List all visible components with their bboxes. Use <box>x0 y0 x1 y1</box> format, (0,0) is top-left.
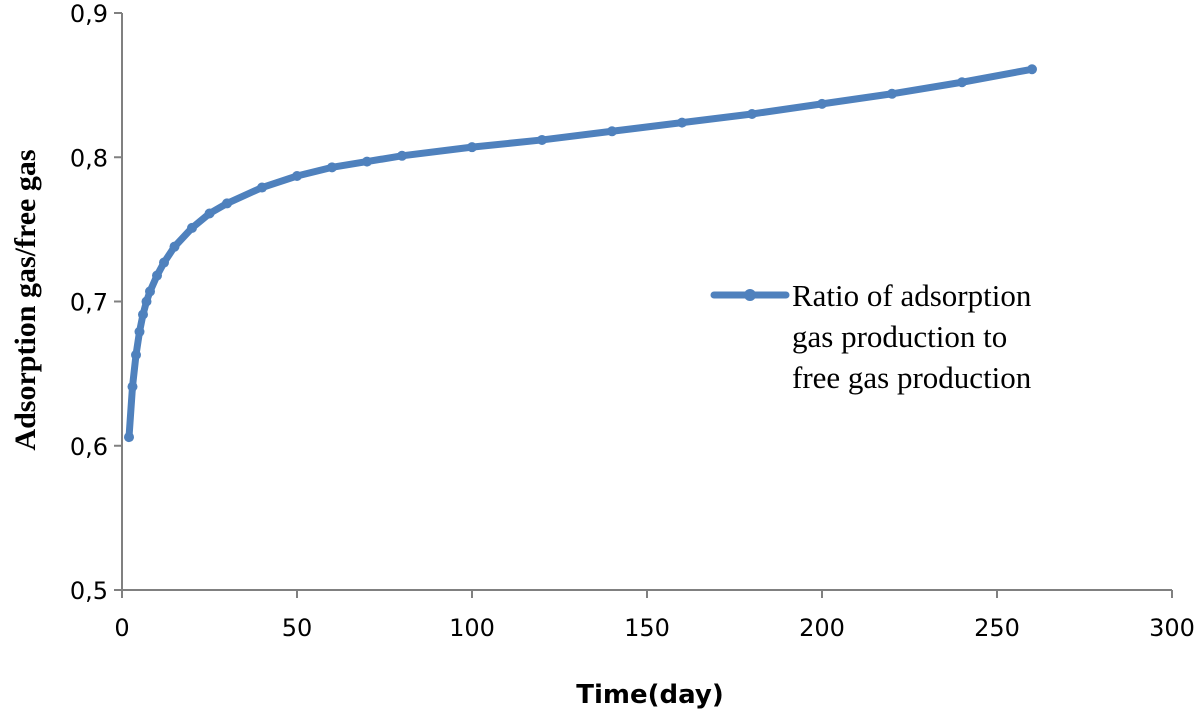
y-tick-label: 0,5 <box>70 577 108 605</box>
x-tick-label: 100 <box>449 614 495 642</box>
data-point <box>397 150 407 161</box>
data-point <box>362 156 372 167</box>
x-tick-label: 300 <box>1149 614 1195 642</box>
data-point <box>127 381 138 392</box>
y-tick-label: 0,6 <box>70 433 108 461</box>
y-tick-label: 0,8 <box>70 144 108 172</box>
data-point <box>817 98 827 109</box>
series-ratio <box>124 64 1037 443</box>
data-point <box>152 270 162 281</box>
legend-label-line-1: Ratio of adsorption <box>792 278 1032 313</box>
data-point <box>747 108 757 119</box>
x-axis-title: Time(day) <box>576 680 723 710</box>
x-axis-ticks: 0 50 100 150 200 250 300 <box>114 590 1195 642</box>
legend-label-line-3: free gas production <box>792 360 1032 395</box>
data-point <box>607 126 617 137</box>
data-point <box>141 296 152 307</box>
data-point <box>1027 64 1037 75</box>
data-point <box>257 182 267 193</box>
data-point <box>169 241 180 252</box>
data-point <box>204 208 215 219</box>
data-point <box>677 117 687 128</box>
legend: Ratio of adsorption gas production to fr… <box>710 278 1032 395</box>
x-tick-label: 200 <box>799 614 845 642</box>
data-point <box>124 432 134 443</box>
data-point <box>537 134 547 145</box>
data-point <box>222 198 232 209</box>
data-point <box>134 326 145 337</box>
data-point <box>131 349 141 360</box>
data-point <box>138 309 148 320</box>
data-point <box>957 77 967 88</box>
data-point <box>467 142 477 153</box>
data-point <box>327 162 337 173</box>
data-point <box>292 171 302 182</box>
data-point <box>187 222 197 233</box>
x-tick-label: 150 <box>624 614 670 642</box>
x-tick-label: 50 <box>282 614 313 642</box>
y-axis-ticks: 0,5 0,6 0,7 0,8 0,9 <box>70 0 122 605</box>
y-axis-title: Adsorption gas/free gas <box>9 149 42 450</box>
legend-label-line-2: gas production to <box>792 319 1007 354</box>
y-tick-label: 0,9 <box>70 0 108 28</box>
data-point <box>159 257 169 268</box>
data-point <box>145 286 155 297</box>
legend-marker-symbol <box>744 289 756 301</box>
x-tick-label: 0 <box>114 614 129 642</box>
data-point <box>887 88 897 99</box>
x-tick-label: 250 <box>974 614 1020 642</box>
y-tick-label: 0,7 <box>70 289 108 317</box>
